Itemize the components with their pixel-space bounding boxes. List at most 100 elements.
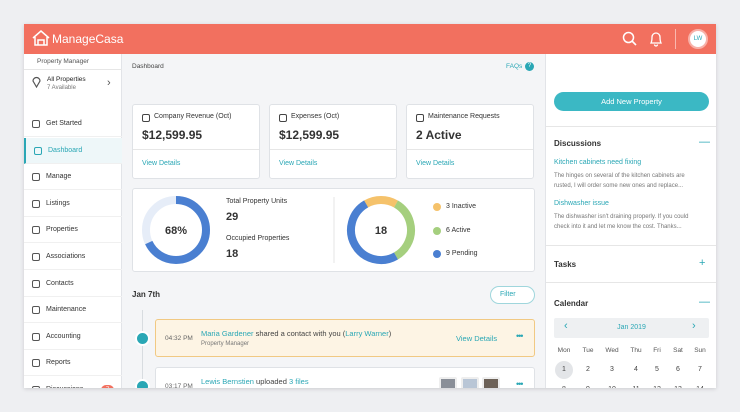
calendar-month: Jan 2019 — [617, 324, 646, 331]
nav-item[interactable]: Get Started — [24, 111, 122, 137]
calendar-day[interactable]: 14 — [691, 381, 709, 389]
nav-label: Reports — [46, 359, 71, 367]
calendar-day[interactable]: 7 — [698, 366, 702, 373]
breadcrumb: Dashboard — [132, 63, 164, 70]
nav-item[interactable]: Dashboard — [24, 137, 122, 164]
view-details-link[interactable]: View Details — [416, 160, 455, 167]
divider — [546, 245, 716, 246]
calendar-nav: ‹ › Jan 2019 — [554, 318, 709, 338]
discussion-title[interactable]: Dishwasher issue — [554, 200, 609, 207]
feed-link[interactable]: Larry Warner — [345, 329, 389, 338]
calendar-day[interactable]: 4 — [634, 366, 638, 373]
calendar-day[interactable]: 1 — [555, 361, 573, 379]
feed-date: Jan 7th — [132, 290, 161, 299]
property-selector[interactable]: All Properties — [47, 76, 86, 83]
nav-icon — [32, 386, 40, 388]
summary-card: Maintenance Requests 2 Active View Details — [406, 104, 534, 179]
file-thumbnail[interactable] — [482, 377, 500, 388]
card-icon — [279, 114, 287, 122]
next-month[interactable]: › — [692, 320, 696, 332]
chevron: › — [107, 77, 111, 89]
calendar-day[interactable]: 2 — [586, 366, 590, 373]
card-title: Company Revenue (Oct) — [154, 113, 232, 120]
calendar-day[interactable]: 9 — [579, 381, 597, 389]
divider — [24, 69, 122, 70]
nav-label: Contacts — [46, 279, 74, 287]
weekday: Sun — [694, 347, 706, 354]
file-thumbnail[interactable] — [439, 377, 457, 388]
nav-item[interactable]: Accounting — [24, 324, 122, 350]
help-icon[interactable]: ? — [525, 62, 534, 71]
feed-item: 04:32 PM Maria Gardener shared a contact … — [155, 319, 535, 357]
nav-item[interactable]: Discussions 7 — [24, 377, 122, 388]
feed-icon — [135, 331, 150, 346]
calendar-day[interactable]: 12 — [648, 381, 666, 389]
prev-month[interactable]: ‹ — [564, 320, 568, 332]
faqs-link[interactable]: FAQs — [506, 63, 523, 70]
legend-dot — [433, 203, 441, 211]
right-panel: Add New Property Discussions — Kitchen cabi… — [545, 54, 716, 388]
discussion-body: The hinges on several of the kitchen cab… — [554, 173, 685, 189]
feed-icon — [135, 379, 150, 388]
nav-item[interactable]: Contacts — [24, 271, 122, 297]
weekday: Sat — [673, 347, 683, 354]
top-bar: ManageCasa LW — [24, 24, 716, 54]
card-value: $12,599.95 — [279, 128, 340, 142]
discussion-title[interactable]: Kitchen cabinets need fixing — [554, 159, 642, 166]
feed-link[interactable]: 3 files — [289, 377, 309, 386]
divider — [675, 29, 676, 49]
legend-label: 6 Active — [446, 227, 471, 234]
calendar-day[interactable]: 10 — [603, 381, 621, 389]
nav-icon — [32, 332, 40, 341]
divider — [133, 149, 259, 150]
donut-label: 18 — [375, 225, 387, 237]
nav-item[interactable]: Properties — [24, 217, 122, 244]
nav-label: Manage — [46, 173, 72, 181]
toggle[interactable]: + — [699, 257, 706, 269]
add-property-button[interactable]: Add New Property — [554, 92, 709, 111]
calendar-day[interactable]: 5 — [655, 366, 659, 373]
view-details-link[interactable]: View Details — [456, 334, 498, 343]
search-button[interactable] — [622, 31, 638, 47]
more-button[interactable]: ••• — [516, 331, 524, 341]
section-title: Calendar — [554, 299, 589, 308]
calendar-day[interactable]: 11 — [627, 381, 645, 389]
nav-item[interactable]: Reports — [24, 350, 122, 377]
unit-stat: Total Property Units — [226, 198, 288, 205]
avatar[interactable]: LW — [688, 29, 708, 49]
view-details-link[interactable]: View Details — [142, 160, 181, 167]
discussion-body: The dishwasher isn't draining properly. … — [554, 214, 689, 230]
view-details-link[interactable]: View Details — [279, 160, 318, 167]
card-value: 2 Active — [416, 128, 462, 142]
feed-time: 04:32 PM — [165, 335, 193, 342]
weekday: Thu — [630, 347, 642, 354]
nav-item[interactable]: Listings — [24, 191, 122, 217]
nav-label: Accounting — [46, 332, 81, 340]
calendar-day[interactable]: 6 — [676, 366, 680, 373]
nav-item[interactable]: Maintenance — [24, 297, 122, 324]
donut-arc — [142, 196, 210, 264]
nav-item[interactable]: Manage — [24, 164, 122, 191]
feed-link[interactable]: Lewis Bernstien — [201, 377, 254, 386]
file-thumbnail[interactable] — [460, 377, 479, 388]
calendar-day[interactable]: 8 — [555, 381, 573, 389]
filter-button[interactable]: Filter — [490, 286, 535, 304]
divider — [270, 149, 396, 150]
logo-icon — [32, 30, 50, 46]
toggle[interactable]: — — [699, 296, 710, 308]
more-button[interactable]: ••• — [516, 379, 524, 388]
nav-item[interactable]: Associations — [24, 244, 122, 270]
calendar-day[interactable]: 3 — [610, 366, 614, 373]
calendar-day[interactable]: 13 — [669, 381, 687, 389]
nav-icon — [32, 199, 40, 208]
notifications-button[interactable] — [649, 31, 663, 47]
donut-segment — [347, 196, 415, 264]
toggle[interactable]: — — [699, 136, 710, 148]
unit-stat: 18 — [226, 248, 239, 260]
card-title: Maintenance Requests — [428, 113, 500, 120]
feed-link[interactable]: Maria Gardener — [201, 329, 254, 338]
weekday: Wed — [605, 347, 619, 354]
legend-count: 6 — [446, 226, 450, 234]
nav-icon — [34, 146, 42, 155]
divider — [546, 282, 716, 283]
